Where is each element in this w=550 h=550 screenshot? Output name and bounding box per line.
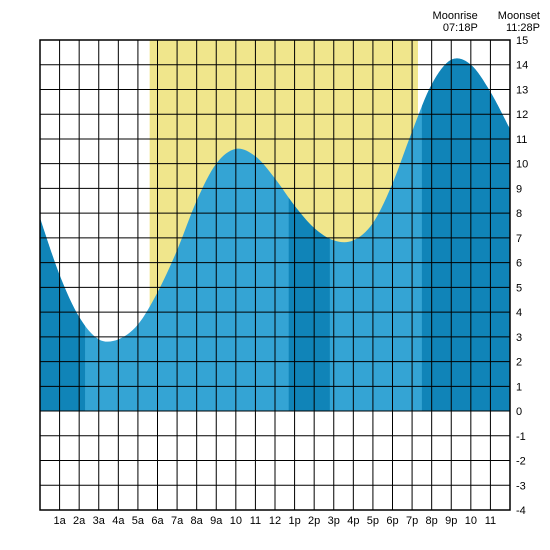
moonset-block: Moonset 11:28P [498, 10, 540, 34]
x-tick-label: 6p [386, 515, 398, 527]
x-tick-label: 4p [347, 515, 359, 527]
moonrise-label: Moonrise [433, 10, 478, 22]
x-tick-label: 11 [250, 515, 261, 527]
y-tick-label: 2 [516, 357, 522, 369]
y-tick-label: 3 [516, 332, 522, 344]
y-tick-label: -2 [516, 456, 526, 468]
tide-chart: -4-3-2-101234567891011121314151a2a3a4a5a… [10, 10, 540, 540]
y-tick-label: 11 [516, 134, 527, 146]
y-tick-label: 6 [516, 258, 522, 270]
x-tick-label: 7p [406, 515, 418, 527]
y-tick-label: 5 [516, 282, 522, 294]
y-tick-label: 7 [516, 233, 522, 245]
y-tick-label: 0 [516, 406, 522, 418]
moonrise-block: Moonrise 07:18P [433, 10, 478, 34]
x-tick-label: 8a [191, 515, 204, 527]
moonset-label: Moonset [498, 10, 540, 22]
y-tick-label: 12 [516, 109, 528, 121]
y-tick-label: 10 [516, 159, 528, 171]
x-tick-label: 7a [171, 515, 184, 527]
x-tick-label: 9a [210, 515, 223, 527]
x-tick-label: 10 [465, 515, 477, 527]
y-tick-label: -4 [516, 505, 526, 517]
header-labels: Moonrise 07:18P Moonset 11:28P [433, 10, 540, 34]
y-tick-label: 4 [516, 307, 522, 319]
x-tick-label: 1a [53, 515, 66, 527]
x-tick-label: 9p [445, 515, 457, 527]
x-tick-label: 5a [132, 515, 145, 527]
x-tick-label: 12 [269, 515, 281, 527]
x-tick-label: 5p [367, 515, 379, 527]
x-tick-label: 11 [485, 515, 496, 527]
y-tick-label: -1 [516, 431, 526, 443]
x-tick-label: 1p [288, 515, 300, 527]
x-tick-label: 6a [151, 515, 164, 527]
tide-chart-container: Moonrise 07:18P Moonset 11:28P -4 -3 -2 -1 0… [10, 10, 540, 540]
y-tick-label: 1 [516, 381, 522, 393]
y-tick-label: 9 [516, 183, 522, 195]
y-tick-label: -3 [516, 480, 526, 492]
x-tick-label: 2a [73, 515, 86, 527]
y-tick-label: 13 [516, 84, 528, 96]
x-tick-label: 10 [230, 515, 242, 527]
x-tick-label: 3p [328, 515, 340, 527]
moonset-time: 11:28P [498, 22, 540, 34]
y-tick-label: 14 [516, 60, 528, 72]
y-tick-label: 8 [516, 208, 522, 220]
x-tick-label: 2p [308, 515, 320, 527]
y-tick-label: 15 [516, 35, 528, 47]
x-tick-label: 3a [93, 515, 106, 527]
x-tick-label: 4a [112, 515, 125, 527]
moonrise-time: 07:18P [433, 22, 478, 34]
x-tick-label: 8p [426, 515, 438, 527]
